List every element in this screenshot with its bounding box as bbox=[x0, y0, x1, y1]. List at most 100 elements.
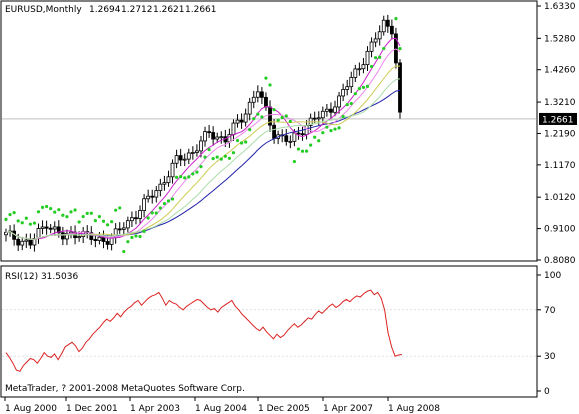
candle-body bbox=[174, 155, 179, 164]
candle-body bbox=[251, 96, 256, 103]
sar-dot bbox=[69, 210, 73, 214]
rsi-layer bbox=[2, 289, 537, 372]
sar-dot bbox=[333, 127, 337, 131]
sar-dot bbox=[252, 117, 256, 121]
price-pane-frame bbox=[0, 0, 538, 262]
sar-dot bbox=[260, 115, 264, 119]
sar-dot bbox=[8, 213, 12, 217]
candle-body bbox=[60, 232, 65, 240]
sar-dot bbox=[276, 118, 280, 122]
candle-body bbox=[320, 110, 325, 119]
rsi-tick-label: 30 bbox=[544, 352, 556, 362]
sar-dot bbox=[313, 135, 317, 139]
candle-body bbox=[77, 236, 82, 239]
price-layer bbox=[2, 14, 537, 254]
sar-dot bbox=[40, 205, 45, 209]
sar-dot bbox=[110, 220, 114, 224]
candle-body bbox=[203, 131, 207, 142]
candle-body bbox=[166, 176, 171, 184]
ma-line-pink bbox=[5, 48, 401, 240]
sar-dot bbox=[12, 211, 16, 215]
sar-dot bbox=[20, 221, 24, 225]
candle-body bbox=[117, 228, 122, 231]
candle-body bbox=[36, 228, 41, 239]
sar-dot bbox=[329, 128, 333, 133]
candle-body bbox=[28, 239, 33, 246]
sar-dot bbox=[16, 219, 20, 223]
sar-dot bbox=[199, 165, 203, 169]
candle-body bbox=[170, 162, 175, 178]
sar-dot bbox=[85, 211, 89, 215]
candle-body bbox=[385, 19, 390, 27]
sar-dot bbox=[304, 149, 309, 153]
candle-body bbox=[381, 19, 386, 33]
watermark: MetaTrader, ? 2001-2008 MetaQuotes Softw… bbox=[5, 384, 245, 394]
sar-dot bbox=[203, 155, 207, 159]
sar-dot bbox=[264, 76, 268, 80]
sar-dot bbox=[223, 154, 227, 158]
sar-dot bbox=[97, 214, 102, 219]
sar-dot bbox=[61, 213, 65, 217]
sar-dot bbox=[394, 17, 398, 21]
sar-dot bbox=[73, 208, 77, 212]
candle-body bbox=[24, 239, 29, 242]
candle-body bbox=[292, 132, 297, 142]
x-tick-label: 1 Apr 2007 bbox=[323, 404, 373, 414]
candle-body bbox=[93, 239, 98, 241]
x-tick-label: 1 Dec 2001 bbox=[66, 404, 118, 414]
candle-body bbox=[130, 217, 134, 222]
candle-body bbox=[272, 124, 276, 139]
symbol-header: EURUSD,Monthly bbox=[5, 5, 82, 15]
sar-dot bbox=[114, 208, 118, 212]
x-tick-label: 1 Aug 2008 bbox=[388, 404, 440, 414]
candle-body bbox=[259, 91, 264, 98]
price-tick-label: 1.6330 bbox=[544, 2, 576, 12]
sar-dot bbox=[183, 176, 187, 180]
candle-body bbox=[304, 125, 309, 136]
price-tick-label: 1.3210 bbox=[544, 98, 576, 108]
candle-body bbox=[365, 50, 370, 66]
sar-dot bbox=[166, 199, 171, 203]
sar-dot bbox=[292, 159, 296, 164]
sar-dot bbox=[341, 114, 345, 119]
candle-body bbox=[357, 68, 362, 71]
sar-dot bbox=[239, 141, 244, 145]
price-tick-label: 1.5280 bbox=[544, 34, 576, 44]
candle-body bbox=[239, 119, 244, 123]
candle-body bbox=[105, 241, 110, 245]
candle-body bbox=[300, 133, 305, 136]
sar-dot bbox=[309, 143, 313, 147]
sar-dot bbox=[24, 216, 28, 220]
axis-layer: 1.6330 1.5280 1.4260 1.3210 1.2190 1.1170 1.01… bbox=[4, 2, 577, 414]
price-tick-label: 1.1170 bbox=[544, 161, 576, 171]
candle-body bbox=[247, 101, 252, 115]
candle-body bbox=[324, 108, 329, 112]
candle-body bbox=[178, 155, 183, 161]
candle-body bbox=[377, 31, 382, 40]
candle-body bbox=[138, 210, 142, 219]
sar-dot bbox=[296, 147, 301, 151]
sar-dot bbox=[65, 215, 69, 219]
sar-dot bbox=[49, 207, 53, 211]
sar-dot bbox=[191, 172, 195, 176]
sar-dot bbox=[36, 210, 41, 214]
sar-dot bbox=[4, 217, 8, 221]
price-tick-label: 1.4260 bbox=[544, 66, 576, 76]
candle-body bbox=[231, 122, 236, 136]
ohlc-high: 1.2712 bbox=[121, 5, 153, 15]
sar-dot bbox=[280, 115, 284, 120]
candle-body bbox=[389, 25, 394, 35]
candle-body bbox=[121, 227, 126, 230]
sar-dot bbox=[211, 156, 215, 161]
sar-dot bbox=[179, 175, 183, 179]
candle-body bbox=[142, 198, 147, 211]
sar-dot bbox=[248, 127, 252, 132]
sar-dot bbox=[162, 201, 167, 206]
ma-line-magenta bbox=[5, 37, 401, 240]
price-tick-label: 1.0120 bbox=[544, 193, 576, 203]
sar-dot bbox=[317, 139, 321, 143]
sar-dot bbox=[268, 83, 272, 87]
candle-body bbox=[146, 195, 151, 200]
candle-body bbox=[134, 217, 138, 220]
candle-body bbox=[345, 86, 350, 90]
